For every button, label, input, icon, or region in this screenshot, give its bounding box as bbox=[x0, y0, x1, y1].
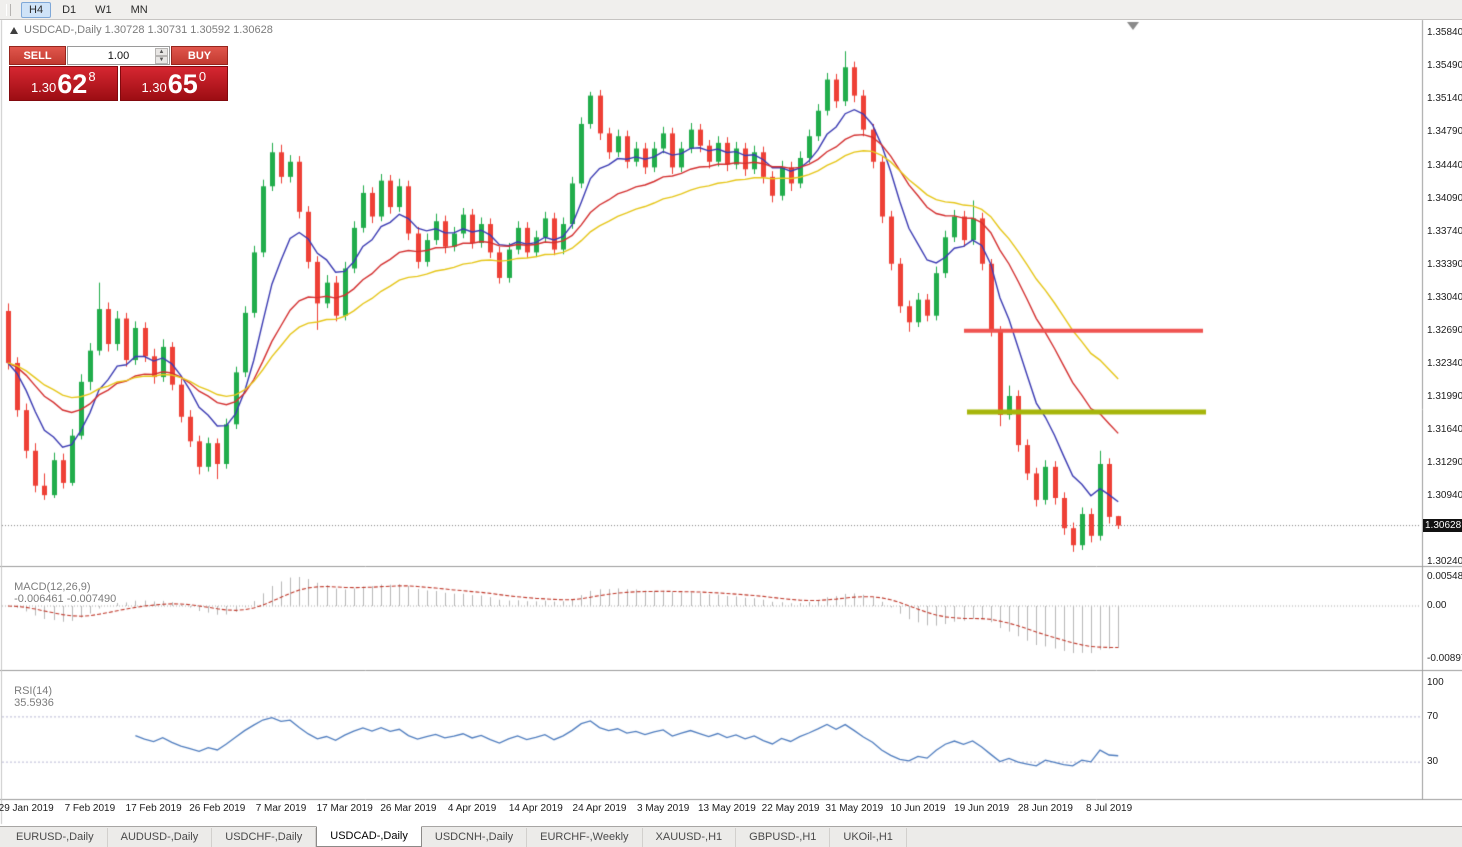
chart-title-row: USDCAD-,Daily 1.30728 1.30731 1.30592 1.… bbox=[10, 24, 273, 36]
rsi-axis-label: 70 bbox=[1427, 711, 1439, 722]
rsi-axis-label: 30 bbox=[1427, 756, 1439, 767]
timeframe-button-h4[interactable]: H4 bbox=[21, 1, 52, 18]
price-axis-label: 1.32690 bbox=[1427, 324, 1462, 336]
chart-tab-usdchf[interactable]: USDCHF-,Daily bbox=[212, 828, 317, 847]
toolbar-grip-handle[interactable] bbox=[6, 3, 11, 16]
timeframe-button-group: H4 D1 W1 MN bbox=[21, 1, 159, 18]
macd-label: MACD(12,26,9) bbox=[14, 581, 91, 593]
date-axis-label: 13 May 2019 bbox=[697, 803, 756, 814]
date-axis-label: 7 Feb 2019 bbox=[64, 803, 116, 814]
price-axis-label: 1.35140 bbox=[1427, 93, 1462, 105]
timeframe-button-w1[interactable]: W1 bbox=[95, 3, 112, 16]
one-click-trading-panel: SELL 1.00 ▲ ▼ BUY 1.30 62 8 1.30 65 0 bbox=[9, 46, 228, 101]
rsi-label: RSI(14) bbox=[14, 685, 53, 697]
buy-price-big: 65 bbox=[167, 69, 198, 99]
price-axis-label: 1.34440 bbox=[1427, 159, 1462, 171]
volume-spinner: ▲ ▼ bbox=[155, 48, 168, 64]
date-axis-label: 17 Mar 2019 bbox=[316, 803, 373, 814]
volume-input[interactable]: 1.00 ▲ ▼ bbox=[67, 46, 170, 65]
timeframe-button-d1[interactable]: D1 bbox=[62, 3, 77, 16]
date-axis-label: 14 Apr 2019 bbox=[508, 803, 563, 814]
date-axis-label: 22 May 2019 bbox=[761, 803, 820, 814]
buy-price-display[interactable]: 1.30 65 0 bbox=[119, 66, 228, 101]
chart-tabs-bar: EURUSD-,Daily AUDUSD-,Daily USDCHF-,Daily U… bbox=[0, 826, 1462, 847]
price-axis-label: 1.35840 bbox=[1427, 27, 1462, 39]
chart-tab-eurusd[interactable]: EURUSD-,Daily bbox=[3, 828, 108, 847]
price-axis-label: 1.30940 bbox=[1427, 490, 1462, 502]
sell-price-fraction: 8 bbox=[88, 69, 96, 84]
date-axis-label: 3 May 2019 bbox=[637, 803, 690, 814]
date-axis-label: 8 Jul 2019 bbox=[1086, 803, 1133, 814]
buy-price-pr efix: 1.30 bbox=[141, 80, 167, 95]
date-axis-label: 19 Jun 2019 bbox=[954, 803, 1010, 814]
price-axis-label: 1.34090 bbox=[1427, 192, 1462, 204]
price-axis-label: 1.33740 bbox=[1427, 225, 1462, 237]
sell-price-prefix: 1.30 bbox=[30, 80, 57, 95]
macd-header: MACD(12,26,9) -0.006461 -0.007490 bbox=[8, 569, 116, 605]
price-axis-label: 1.31640 bbox=[1427, 423, 1462, 435]
date-axis-label: 24 Apr 2019 bbox=[572, 803, 627, 814]
timeframe-toolbar: H4 D1 W1 MN bbox=[0, 0, 1462, 20]
price-axis-label: 1.32340 bbox=[1427, 357, 1462, 369]
sell-price-big: 62 bbox=[57, 69, 88, 99]
date-axis-label: 4 Apr 2019 bbox=[447, 803, 497, 814]
price-axis-label: 1.34790 bbox=[1427, 126, 1462, 138]
date-axis-label: 17 Feb 2019 bbox=[125, 803, 182, 814]
rsi-header: RSI(14) 35.5936 bbox=[8, 673, 54, 709]
volume-value: 1.00 bbox=[107, 49, 130, 62]
chart-tab-audusd[interactable]: AUDUSD-,Daily bbox=[108, 828, 213, 847]
date-axis-label: 29 Jan 2019 bbox=[0, 803, 54, 814]
date-axis-label: 31 May 2019 bbox=[825, 803, 884, 814]
date-axis-label: 28 Jun 2019 bbox=[1017, 803, 1073, 814]
buy-price-fraction: 0 bbox=[198, 69, 207, 84]
macd-axis-label: 0.005484 bbox=[1427, 571, 1462, 582]
date-axis-label: 26 Feb 2019 bbox=[189, 803, 246, 814]
sell-price-display[interactable]: 1.30 62 8 bbox=[9, 66, 118, 101]
rsi-value: 35.5936 bbox=[14, 697, 54, 709]
timeframe-button-mn[interactable]: MN bbox=[130, 3, 148, 16]
price-axis-label: 1.31990 bbox=[1427, 390, 1462, 402]
price-axis-label: 1.33040 bbox=[1427, 291, 1462, 303]
volume-up-icon[interactable]: ▲ bbox=[155, 48, 168, 56]
macd-values: -0.006461 -0.007490 bbox=[14, 593, 117, 605]
price-axis-label: 1.33390 bbox=[1427, 258, 1462, 270]
collapse-one-click-icon[interactable] bbox=[10, 26, 18, 34]
chart-tab-xauusd[interactable]: XAUUSD-,H1 bbox=[643, 828, 737, 847]
current-price-badge: 1.30628 bbox=[1423, 519, 1462, 532]
date-axis-label: 26 Mar 2019 bbox=[380, 803, 437, 814]
date-axis-label: 10 Jun 2019 bbox=[890, 803, 946, 814]
price-axis-label: 1.30240 bbox=[1427, 556, 1462, 568]
sell-button[interactable]: SELL bbox=[9, 46, 66, 65]
macd-axis-label: -0.008971 bbox=[1427, 653, 1462, 664]
date-axis-label: 7 Mar 2019 bbox=[255, 803, 307, 814]
chart-tab-gbpusd[interactable]: GBPUSD-,H1 bbox=[736, 828, 831, 847]
price-axis-label: 1.35490 bbox=[1427, 60, 1462, 72]
price-axis-label: 1.31290 bbox=[1427, 457, 1462, 469]
chart-title: USDCAD-,Daily 1.30728 1.30731 1.30592 1.… bbox=[24, 24, 273, 36]
chart-tab-ukoil[interactable]: UKOil-,H1 bbox=[830, 828, 907, 847]
rsi-axis-label: 100 bbox=[1427, 677, 1444, 688]
volume-down-icon[interactable]: ▼ bbox=[155, 56, 168, 64]
macd-axis-label: 0.00 bbox=[1427, 600, 1447, 611]
chart-tab-usdcnh[interactable]: USDCNH-,Daily bbox=[422, 828, 528, 847]
chart-tab-usdcad[interactable]: USDCAD-,Daily bbox=[316, 826, 422, 847]
buy-button[interactable]: BUY bbox=[171, 46, 228, 65]
chart-tab-eurchf[interactable]: EURCHF-,Weekly bbox=[527, 828, 643, 847]
